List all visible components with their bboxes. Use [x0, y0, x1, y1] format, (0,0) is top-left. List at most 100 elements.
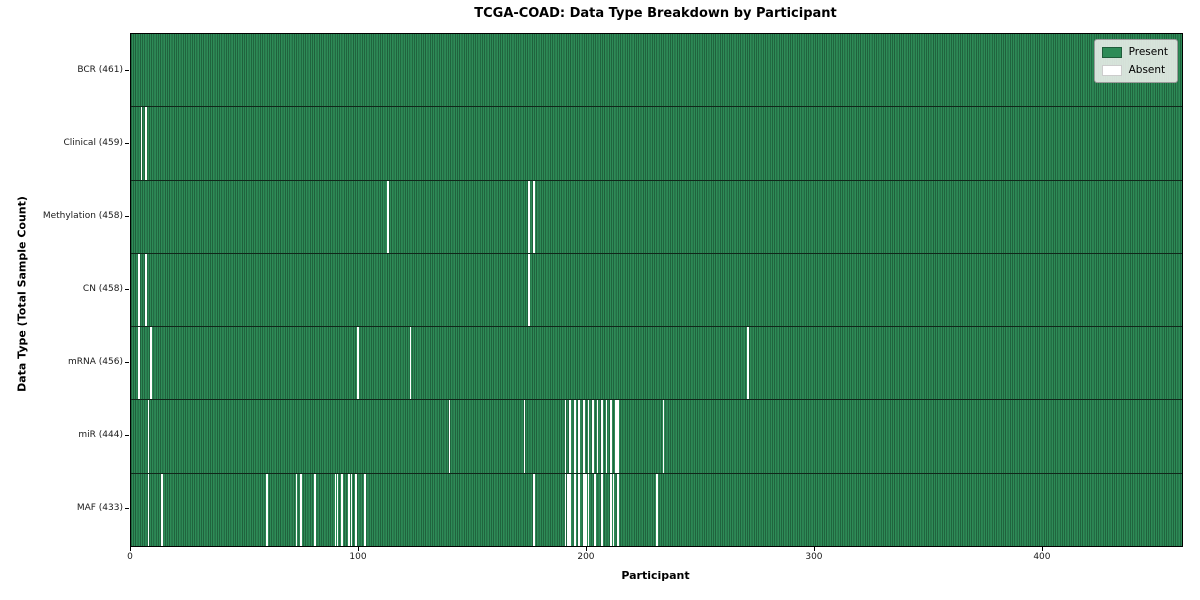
absent-cell: [594, 473, 597, 546]
y-tick-label: miR (444): [78, 430, 123, 441]
legend-label-present: Present: [1128, 46, 1168, 58]
chart-title: TCGA-COAD: Data Type Breakdown by Partic…: [474, 6, 837, 21]
absent-cell: [662, 400, 665, 473]
absent-cell: [336, 473, 339, 546]
x-tick-mark: [813, 546, 815, 551]
absent-cell: [601, 473, 603, 546]
absent-cell: [138, 253, 141, 327]
absent-cell: [592, 400, 594, 473]
absent-cell: [528, 180, 530, 253]
x-axis-label: Participant: [621, 569, 690, 582]
absent-cell: [587, 473, 590, 546]
heatmap-row-miR: [131, 400, 1182, 474]
plot-area: Present Absent: [130, 33, 1183, 547]
y-tick-mark: [125, 69, 129, 71]
heatmap-row-Methylation: [131, 180, 1182, 254]
absent-cell: [140, 107, 143, 180]
legend-item-absent: Absent: [1101, 64, 1168, 76]
absent-cell: [573, 473, 576, 546]
heatmap-row-CN: [131, 253, 1182, 328]
x-tick-label: 0: [127, 552, 133, 562]
absent-cell: [585, 473, 587, 546]
absent-cell: [145, 253, 147, 327]
absent-cell: [138, 327, 141, 400]
absent-cell: [147, 400, 150, 473]
absent-cell: [656, 473, 658, 546]
absent-cell: [617, 473, 619, 546]
x-tick-mark: [1041, 546, 1043, 551]
absent-cell: [610, 473, 613, 546]
absent-cell: [747, 327, 749, 400]
y-tick-mark: [125, 362, 129, 364]
y-tick-label: Clinical (459): [63, 137, 123, 148]
legend-swatch-absent: [1101, 64, 1122, 76]
absent-cell: [357, 327, 359, 400]
legend-item-present: Present: [1101, 46, 1168, 58]
absent-cell: [523, 400, 526, 473]
absent-cell: [583, 473, 585, 546]
absent-cell: [341, 473, 344, 546]
heatmap-row-MAF: [131, 473, 1182, 546]
absent-cell: [364, 473, 366, 546]
absent-cell: [295, 473, 298, 546]
legend: Present Absent: [1093, 39, 1178, 83]
absent-cell: [314, 473, 316, 546]
y-tick-mark: [125, 435, 129, 437]
legend-label-absent: Absent: [1128, 64, 1166, 76]
absent-cell: [348, 473, 350, 546]
absent-cell: [532, 473, 535, 546]
absent-cell: [149, 327, 152, 400]
x-tick-mark: [357, 546, 359, 551]
absent-cell: [355, 473, 357, 546]
y-tick-label: mRNA (456): [68, 357, 123, 368]
y-tick-mark: [125, 142, 129, 144]
x-tick-label: 400: [1033, 552, 1051, 562]
absent-cell: [564, 400, 567, 473]
absent-cell: [528, 253, 530, 327]
absent-cell: [161, 473, 163, 546]
absent-cell: [569, 400, 571, 473]
absent-cell: [147, 473, 150, 546]
absent-cell: [145, 107, 147, 180]
absent-cell: [300, 473, 302, 546]
absent-cell: [587, 400, 590, 473]
absent-cell: [334, 473, 337, 546]
absent-cell: [350, 473, 353, 546]
heatmap-row-Clinical: [131, 107, 1182, 181]
heatmap-row-mRNA: [131, 327, 1182, 401]
absent-cell: [605, 400, 608, 473]
absent-cell: [583, 400, 585, 473]
absent-cell: [569, 473, 571, 546]
x-tick-label: 200: [577, 552, 595, 562]
absent-cell: [578, 400, 581, 473]
absent-cell: [386, 180, 389, 253]
x-tick-label: 100: [349, 552, 367, 562]
legend-swatch-present: [1101, 46, 1122, 58]
absent-cell: [596, 400, 599, 473]
y-tick-label: Methylation (458): [42, 210, 123, 221]
absent-cell: [578, 473, 581, 546]
absent-cell: [409, 327, 412, 400]
y-tick-label: CN (458): [82, 284, 123, 294]
absent-cell: [614, 400, 617, 473]
heatmap-row-BCR: [131, 34, 1182, 108]
absent-cell: [612, 473, 615, 546]
x-tick-label: 300: [805, 552, 823, 562]
y-tick-label: MAF (433): [76, 503, 123, 514]
absent-cell: [532, 180, 535, 253]
absent-cell: [564, 473, 567, 546]
absent-cell: [573, 400, 576, 473]
absent-cell: [266, 473, 268, 546]
absent-cell: [601, 400, 603, 473]
absent-cell: [567, 473, 569, 546]
y-tick-mark: [125, 215, 129, 217]
absent-cell: [617, 400, 619, 473]
y-tick-mark: [125, 508, 129, 510]
absent-cell: [610, 400, 613, 473]
y-tick-mark: [125, 289, 129, 290]
x-tick-mark: [585, 546, 587, 551]
y-tick-label: BCR (461): [77, 64, 123, 75]
absent-cell: [448, 400, 451, 473]
x-tick-mark: [130, 546, 131, 551]
